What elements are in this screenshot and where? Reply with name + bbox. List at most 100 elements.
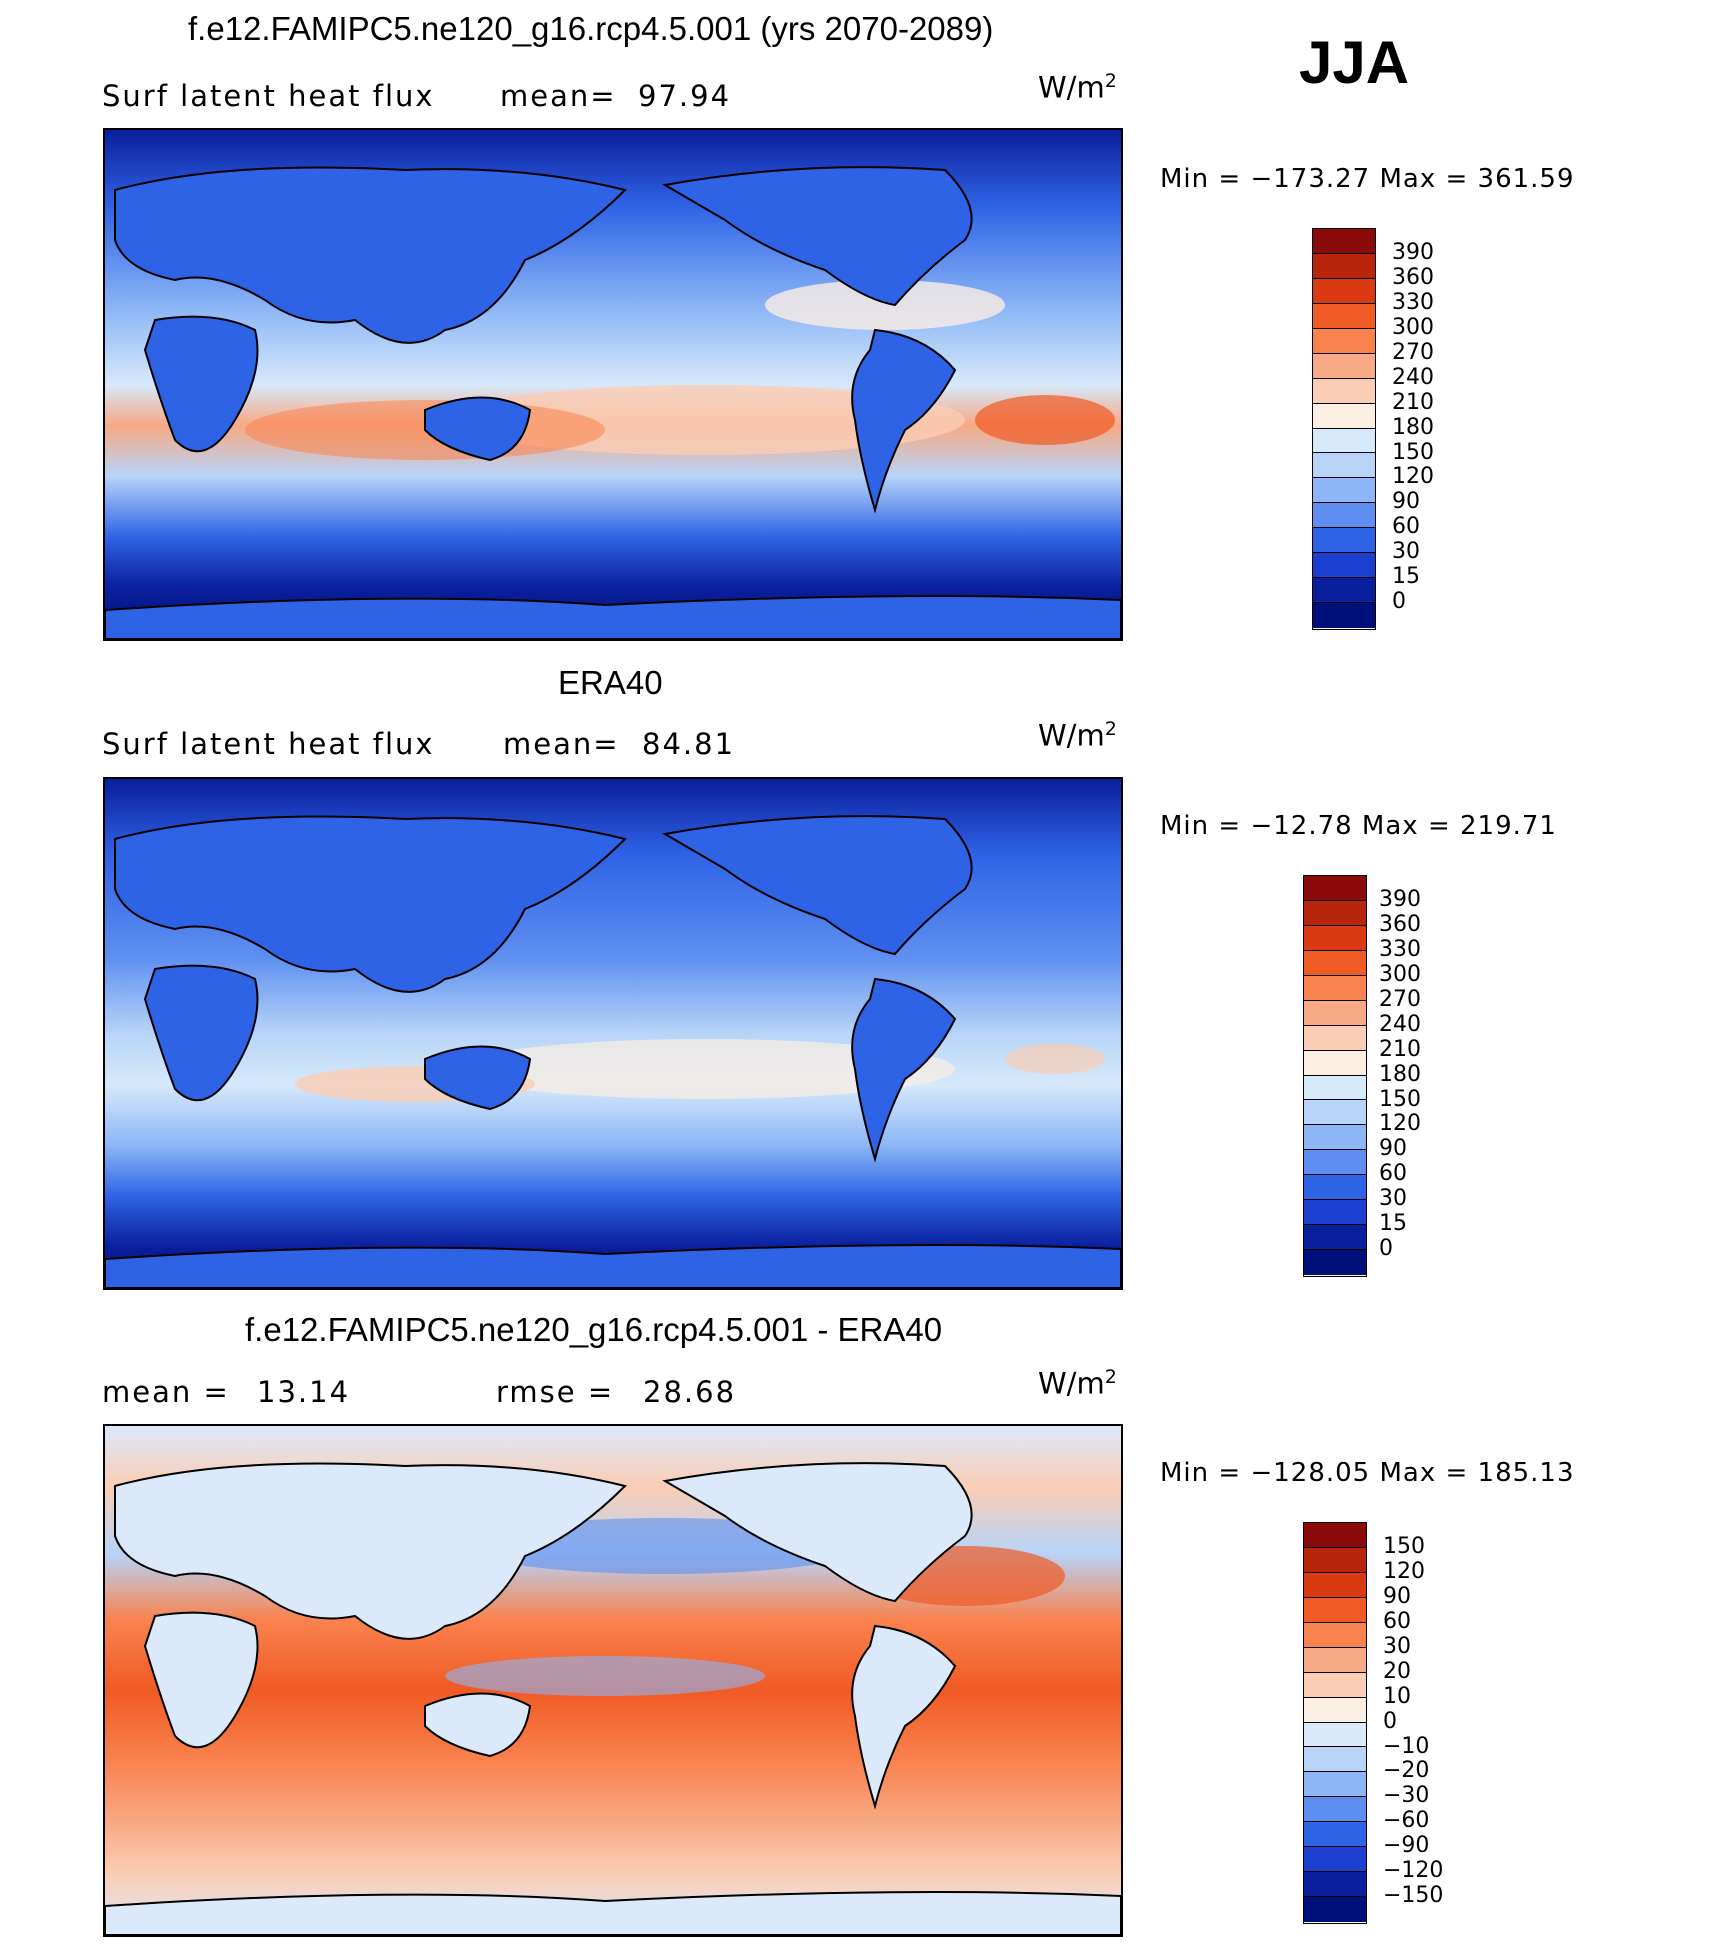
colorbar-box <box>1313 553 1375 579</box>
colorbar-label: 30 <box>1392 539 1420 565</box>
colorbar-label: 90 <box>1379 1136 1407 1162</box>
colorbar-box <box>1304 1547 1366 1573</box>
colorbar-box <box>1304 1797 1366 1823</box>
panel3-rmse-label: rmse = <box>496 1375 615 1409</box>
colorbar-label: 30 <box>1379 1186 1407 1212</box>
colorbar-box <box>1304 950 1366 976</box>
colorbar-box <box>1304 1200 1366 1226</box>
colorbar-label: 210 <box>1379 1036 1421 1062</box>
panel3-map-field <box>105 1426 1121 1935</box>
colorbar-box <box>1313 428 1375 454</box>
colorbar-box <box>1304 1075 1366 1101</box>
colorbar-label: 360 <box>1392 264 1434 290</box>
colorbar-box <box>1304 1125 1366 1151</box>
colorbar-box <box>1313 378 1375 404</box>
panel2-mean-value: 84.81 <box>642 727 736 761</box>
colorbar-box <box>1313 453 1375 479</box>
panel3-mean-value: 13.14 <box>257 1375 351 1409</box>
panel2-title: ERA40 <box>558 664 663 701</box>
panel2-map-field <box>105 779 1121 1288</box>
panel1-map <box>103 128 1123 641</box>
colorbar-box <box>1304 1722 1366 1748</box>
panel3-mean-label: mean = <box>102 1375 230 1409</box>
panel2-variable-label: Surf latent heat flux <box>102 727 435 761</box>
colorbar-label: 30 <box>1383 1633 1411 1659</box>
colorbar-label: 360 <box>1379 911 1421 937</box>
colorbar-label: −90 <box>1383 1833 1430 1859</box>
colorbar-label: 150 <box>1392 439 1434 465</box>
colorbar-box <box>1313 603 1375 628</box>
colorbar-box <box>1313 328 1375 354</box>
colorbar-label: 210 <box>1392 389 1434 415</box>
colorbar-label: 330 <box>1392 289 1434 315</box>
colorbar-label: 60 <box>1379 1161 1407 1187</box>
colorbar-box <box>1313 303 1375 329</box>
colorbar-box <box>1313 278 1375 304</box>
colorbar-box <box>1304 1100 1366 1126</box>
panel3-continents <box>105 1462 1121 1935</box>
colorbar-box <box>1304 900 1366 926</box>
colorbar-box <box>1304 1597 1366 1623</box>
colorbar-label: 270 <box>1379 986 1421 1012</box>
panel1-title: f.e12.FAMIPC5.ne120_g16.rcp4.5.001 (yrs … <box>188 10 994 47</box>
colorbar-label: −60 <box>1383 1808 1430 1834</box>
colorbar-box <box>1304 1897 1366 1922</box>
colorbar-label: 90 <box>1383 1583 1411 1609</box>
colorbar-label: 300 <box>1392 314 1434 340</box>
panel3-minmax: Min = −128.05 Max = 185.13 <box>1160 1458 1575 1488</box>
colorbar-box <box>1304 1697 1366 1723</box>
panel1-continents <box>105 166 1121 639</box>
colorbar-box <box>1304 975 1366 1001</box>
colorbar-label: 10 <box>1383 1683 1411 1709</box>
colorbar-box <box>1304 1772 1366 1798</box>
colorbar-label: 120 <box>1392 464 1434 490</box>
colorbar-box <box>1304 1847 1366 1873</box>
colorbar-label: 0 <box>1383 1708 1397 1734</box>
colorbar-box <box>1304 1050 1366 1076</box>
panel3-title: f.e12.FAMIPC5.ne120_g16.rcp4.5.001 - ERA… <box>245 1311 943 1348</box>
colorbar-label: 15 <box>1392 564 1420 590</box>
colorbar-label: 390 <box>1379 887 1421 912</box>
colorbar-box <box>1304 1672 1366 1698</box>
colorbar-box <box>1304 1175 1366 1201</box>
panel3-map <box>103 1424 1123 1937</box>
panel2-mean-label: mean= <box>503 727 620 761</box>
colorbar-box <box>1304 876 1366 901</box>
panel3-rmse-value: 28.68 <box>643 1375 737 1409</box>
panel2-units: W/m2 <box>1038 718 1117 753</box>
colorbar-label: 270 <box>1392 339 1434 365</box>
panel2-continents <box>105 815 1121 1288</box>
colorbar-label: −150 <box>1383 1883 1444 1909</box>
panel3-units: W/m2 <box>1038 1366 1117 1401</box>
colorbar-label: 180 <box>1392 414 1434 440</box>
colorbar-box <box>1313 403 1375 429</box>
colorbar-label: −10 <box>1383 1733 1430 1759</box>
colorbar-box <box>1304 1822 1366 1848</box>
colorbar-box <box>1304 1572 1366 1598</box>
panel1-colorbar-labels: 390 360 330 300 270 240 210 180 150 120 90 60 30 15 0 <box>1392 240 1434 615</box>
colorbar-box <box>1304 1150 1366 1176</box>
colorbar-box <box>1304 1622 1366 1648</box>
panel1-colorbar <box>1312 228 1376 630</box>
panel1-mean-label: mean= <box>500 79 617 113</box>
panel2-colorbar <box>1303 875 1367 1277</box>
colorbar-box <box>1313 353 1375 379</box>
colorbar-label: 90 <box>1392 489 1420 515</box>
colorbar-label: −120 <box>1383 1858 1444 1884</box>
colorbar-label: 150 <box>1383 1534 1425 1559</box>
colorbar-label: −30 <box>1383 1783 1430 1809</box>
colorbar-box <box>1304 1025 1366 1051</box>
panel1-map-field <box>105 130 1121 639</box>
panel3-colorbar-labels: 150 120 90 60 30 20 10 0 −10 −20 −30 −60 −90 −120 −150 <box>1383 1534 1444 1909</box>
colorbar-label: 60 <box>1383 1608 1411 1634</box>
colorbar-label: −20 <box>1383 1758 1430 1784</box>
colorbar-box <box>1304 1250 1366 1275</box>
colorbar-box <box>1313 229 1375 254</box>
colorbar-box <box>1313 578 1375 604</box>
colorbar-label: 0 <box>1392 589 1406 615</box>
colorbar-label: 0 <box>1379 1236 1393 1262</box>
colorbar-label: 150 <box>1379 1086 1421 1112</box>
colorbar-label: 330 <box>1379 936 1421 962</box>
panel2-colorbar-labels: 390 360 330 300 270 240 210 180 150 120 90 60 30 15 0 <box>1379 887 1421 1262</box>
colorbar-label: 120 <box>1383 1558 1425 1584</box>
